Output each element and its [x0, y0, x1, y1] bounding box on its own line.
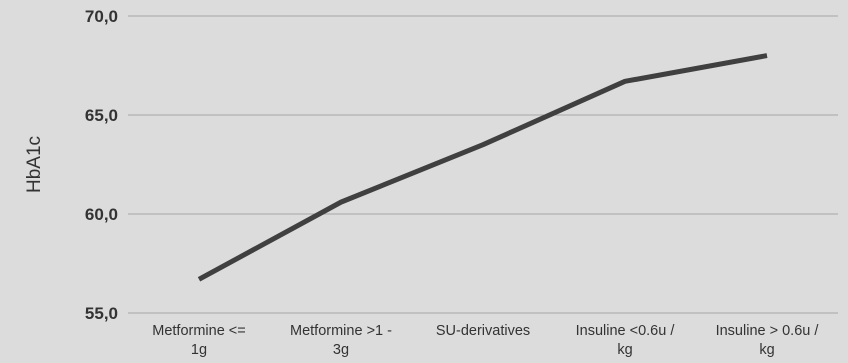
x-axis-categories: Metformine <= 1g Metformine >1 -3g SU-deriv…	[152, 323, 819, 358]
x-category-label: Metformine >1 -3g	[290, 323, 392, 358]
y-axis-title: HbA1c	[24, 136, 45, 193]
y-tick-label: 70,0	[85, 7, 118, 26]
y-axis-ticks: 55,0 60,0 65,0 70,0	[85, 7, 118, 323]
x-category-label: Insuline <0.6u / kg	[576, 323, 676, 358]
series-layer	[197, 53, 768, 282]
y-tick-label: 60,0	[85, 205, 118, 224]
x-category-label: Insuline > 0.6u / kg	[716, 323, 820, 358]
series-line	[197, 53, 768, 282]
gridlines	[128, 15, 838, 314]
x-category-label: SU-derivatives	[436, 323, 530, 339]
y-tick-label: 65,0	[85, 106, 118, 125]
y-tick-label: 55,0	[85, 304, 118, 323]
x-category-label: Metformine <= 1g	[152, 323, 246, 358]
